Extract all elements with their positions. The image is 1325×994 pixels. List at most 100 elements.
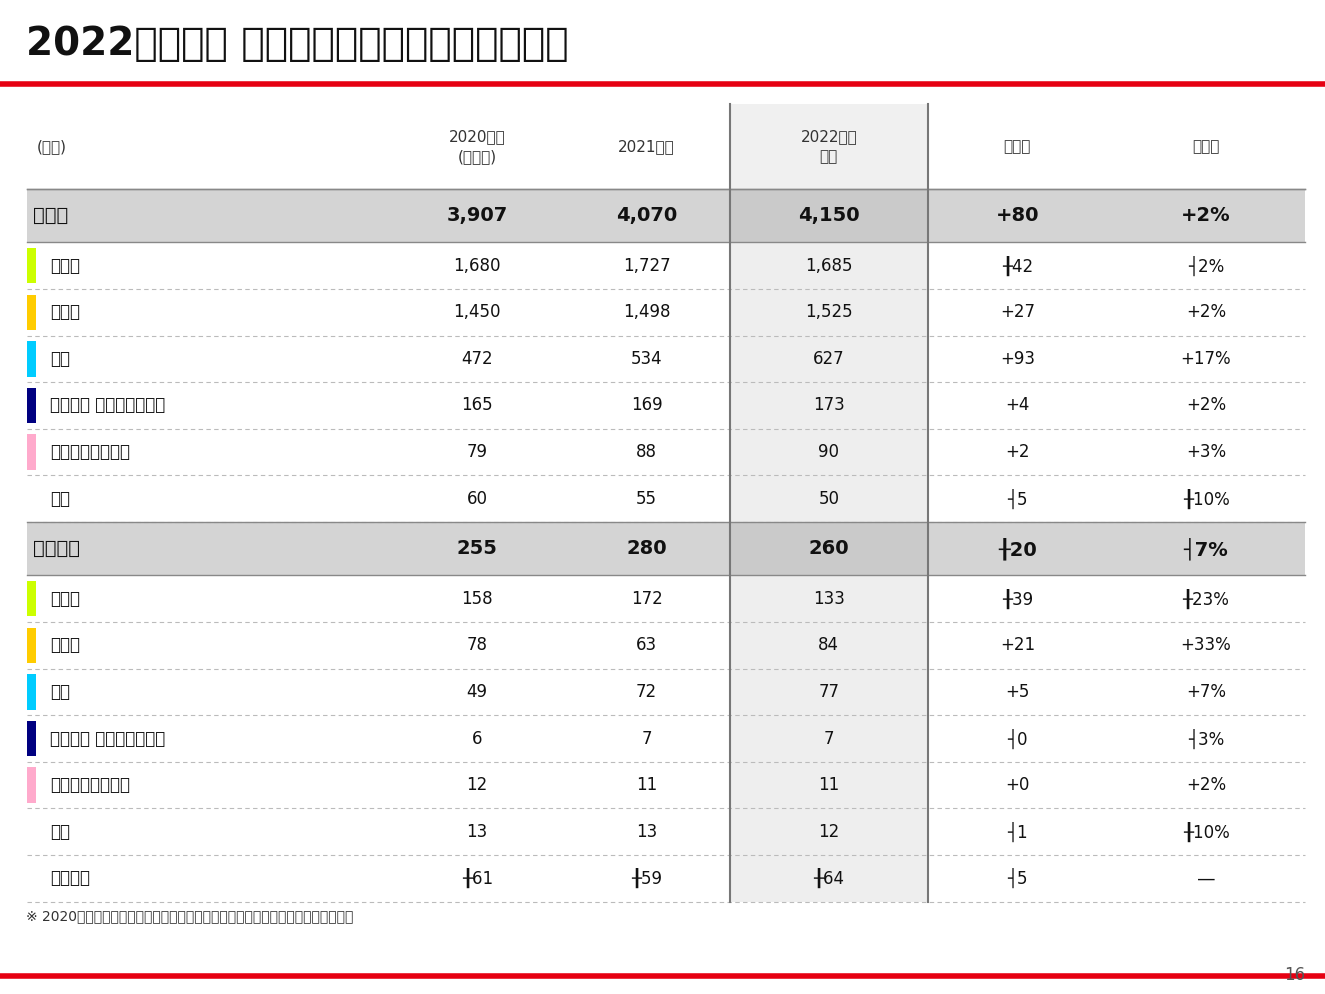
Bar: [26, 243, 1305, 289]
Text: 2022年度計画 セグメント別売上高・事業利益: 2022年度計画 セグメント別売上高・事業利益: [26, 25, 570, 63]
Bar: [730, 243, 927, 289]
Text: +93: +93: [1000, 350, 1035, 368]
Text: 業務用: 業務用: [50, 636, 81, 654]
Bar: [26, 341, 36, 377]
Text: +17%: +17%: [1181, 350, 1231, 368]
Bar: [26, 808, 1305, 855]
Text: 472: 472: [461, 350, 493, 368]
Text: 534: 534: [631, 350, 662, 368]
Text: (億円): (億円): [37, 139, 68, 154]
Bar: [730, 761, 927, 808]
Text: 3,907: 3,907: [447, 206, 507, 226]
Text: 12: 12: [819, 823, 840, 841]
Text: 1,525: 1,525: [806, 303, 853, 321]
Text: +7%: +7%: [1186, 683, 1226, 701]
Text: 共通: 共通: [50, 823, 70, 841]
Text: ┤1: ┤1: [1007, 822, 1028, 842]
Text: 169: 169: [631, 397, 662, 414]
Bar: [26, 716, 1305, 761]
Bar: [730, 622, 927, 669]
Text: +4: +4: [1006, 397, 1030, 414]
Text: 2021年度: 2021年度: [619, 139, 674, 154]
Text: 全社費用: 全社費用: [50, 870, 90, 888]
Text: 売上高: 売上高: [33, 206, 69, 226]
Text: 1,450: 1,450: [453, 303, 501, 321]
Text: 7: 7: [824, 730, 833, 747]
Text: ┤5: ┤5: [1007, 488, 1028, 509]
Bar: [26, 289, 1305, 336]
Text: 増減率: 増減率: [1192, 139, 1220, 154]
Bar: [26, 522, 1305, 576]
Bar: [26, 434, 36, 470]
Bar: [26, 248, 36, 283]
Text: 13: 13: [636, 823, 657, 841]
Text: +2%: +2%: [1186, 303, 1226, 321]
Text: ╂64: ╂64: [814, 868, 844, 889]
Bar: [26, 294, 36, 330]
Bar: [730, 104, 927, 902]
Text: 6: 6: [472, 730, 482, 747]
Text: +3%: +3%: [1186, 443, 1226, 461]
Text: ―: ―: [1198, 870, 1214, 888]
Text: 業務用: 業務用: [50, 303, 81, 321]
Bar: [26, 189, 1305, 243]
Text: 7: 7: [641, 730, 652, 747]
Text: ┤0: ┤0: [1007, 729, 1028, 748]
Bar: [26, 855, 1305, 902]
Text: 2022年度
計画: 2022年度 計画: [800, 129, 857, 164]
Text: +33%: +33%: [1181, 636, 1231, 654]
Text: +2%: +2%: [1181, 206, 1231, 226]
Text: 1,727: 1,727: [623, 256, 670, 274]
Bar: [26, 475, 1305, 522]
Text: 165: 165: [461, 397, 493, 414]
Text: +0: +0: [1006, 776, 1030, 794]
Text: 共通: 共通: [50, 490, 70, 508]
Text: 260: 260: [808, 539, 849, 559]
Bar: [730, 475, 927, 522]
Text: 84: 84: [819, 636, 839, 654]
Text: ファインケミカル: ファインケミカル: [50, 443, 130, 461]
Text: 4,150: 4,150: [798, 206, 860, 226]
Bar: [26, 669, 1305, 716]
Text: +2: +2: [1006, 443, 1030, 461]
Bar: [26, 627, 36, 663]
Text: 55: 55: [636, 490, 657, 508]
Bar: [26, 382, 1305, 428]
Text: 627: 627: [814, 350, 844, 368]
Text: 前年差: 前年差: [1004, 139, 1031, 154]
Bar: [730, 576, 927, 622]
Text: 49: 49: [466, 683, 488, 701]
Text: ┤3%: ┤3%: [1189, 729, 1224, 748]
Text: ※ 2020年（遡及後）は、物流事業を除いた遡及適用後の数値を記載しています。: ※ 2020年（遡及後）は、物流事業を除いた遡及適用後の数値を記載しています。: [26, 910, 354, 923]
Bar: [730, 855, 927, 902]
Text: 77: 77: [819, 683, 839, 701]
Bar: [730, 289, 927, 336]
Text: 158: 158: [461, 589, 493, 607]
Text: ╂10%: ╂10%: [1183, 488, 1230, 509]
Text: ╂39: ╂39: [1002, 588, 1034, 609]
Text: 72: 72: [636, 683, 657, 701]
Text: フルーツ ソリューション: フルーツ ソリューション: [50, 397, 166, 414]
Text: 79: 79: [466, 443, 488, 461]
Text: 1,498: 1,498: [623, 303, 670, 321]
Text: 1,680: 1,680: [453, 256, 501, 274]
Bar: [26, 576, 1305, 622]
Text: +5: +5: [1006, 683, 1030, 701]
Text: 78: 78: [466, 636, 488, 654]
Text: 16: 16: [1284, 966, 1305, 984]
Text: 60: 60: [466, 490, 488, 508]
Bar: [730, 808, 927, 855]
Text: +21: +21: [1000, 636, 1035, 654]
Bar: [26, 581, 36, 616]
Bar: [26, 622, 1305, 669]
Text: 事業利益: 事業利益: [33, 539, 80, 559]
Text: 280: 280: [627, 539, 666, 559]
Text: 90: 90: [819, 443, 839, 461]
Bar: [730, 669, 927, 716]
Bar: [26, 388, 36, 423]
Bar: [26, 428, 1305, 475]
Text: ┤7%: ┤7%: [1183, 538, 1228, 560]
Text: 173: 173: [814, 397, 845, 414]
Text: ┤5: ┤5: [1007, 868, 1028, 889]
Text: ┤2%: ┤2%: [1189, 255, 1224, 275]
